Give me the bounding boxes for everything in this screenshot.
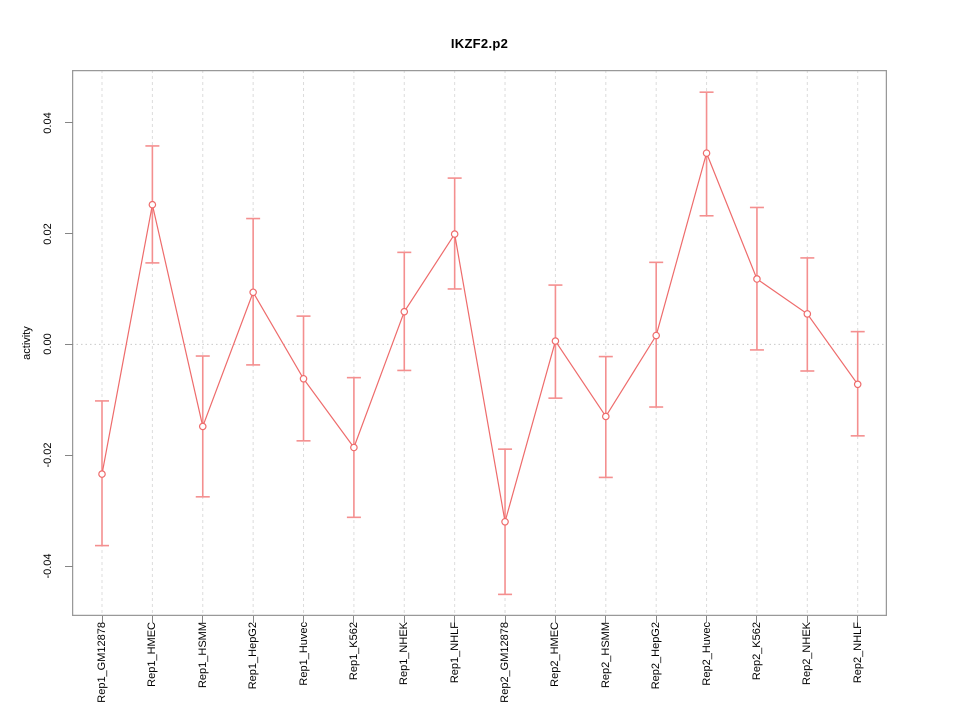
data-point-marker [803, 310, 812, 318]
x-axis-tick-label: Rep2_HMEC [549, 622, 562, 687]
x-axis-tick [403, 616, 405, 623]
x-axis-tick [706, 616, 708, 623]
data-point-marker [702, 149, 711, 157]
data-point-marker [249, 288, 257, 297]
data-point-marker [753, 275, 761, 283]
data-point-marker [299, 374, 308, 383]
x-axis-tick-label: Rep2_GM12878 [499, 622, 512, 703]
data-point-marker [198, 422, 207, 431]
x-axis-tick-label: Rep1_HepG2 [247, 622, 260, 690]
y-axis-tick-label: 0.02 [42, 222, 54, 245]
x-axis-tick-label: Rep1_K562 [347, 622, 360, 681]
x-axis-tick [252, 616, 254, 623]
y-axis-tick [65, 454, 73, 456]
x-axis-tick [454, 616, 456, 623]
x-axis-tick [857, 616, 859, 623]
data-point-marker [501, 517, 509, 526]
y-axis-tick-label: -0.04 [42, 553, 54, 579]
x-axis-tick [101, 616, 103, 623]
data-point-marker [551, 337, 560, 345]
y-axis-tick-label: 0.04 [42, 111, 54, 134]
x-axis-tick-label: Rep1_GM12878 [96, 622, 108, 703]
data-point-marker [601, 412, 610, 421]
x-axis-tick [655, 616, 657, 623]
x-axis-tick-label: Rep2_HSMM [599, 622, 612, 689]
x-axis-tick-label: Rep1_HMEC [146, 622, 159, 687]
y-axis-tick [65, 122, 73, 124]
x-axis-tick-label: Rep2_NHLF [851, 622, 864, 684]
x-axis-tick [554, 616, 556, 623]
data-point-marker [148, 200, 157, 209]
x-axis-tick-label: Rep1_NHLF [448, 622, 461, 684]
x-axis-tick [504, 616, 506, 623]
y-axis-tick-label: -0.02 [42, 442, 54, 468]
x-axis-tick-label: Rep1_Huvec [297, 622, 310, 686]
x-axis-tick [303, 616, 305, 623]
x-axis-tick [756, 616, 758, 623]
x-axis-tick-label: Rep2_NHEK [801, 622, 814, 685]
x-axis-tick [151, 616, 153, 623]
x-axis-tick-label: Rep1_HSMM [196, 622, 209, 689]
x-axis-tick-label: Rep2_HepG2 [650, 622, 663, 690]
data-point-marker [350, 443, 358, 452]
y-axis-tick [65, 343, 73, 345]
y-axis-tick [65, 233, 73, 235]
data-point-marker [400, 307, 409, 316]
x-axis-tick [806, 616, 808, 623]
y-axis-title: activity [21, 326, 33, 360]
series-line [101, 151, 859, 522]
data-point-marker [853, 380, 862, 389]
plot-box-frame [72, 70, 887, 616]
y-axis-tick-label: 0.00 [42, 333, 54, 356]
x-axis-tick [202, 616, 204, 623]
x-axis-tick [353, 616, 355, 623]
data-point-marker [652, 331, 660, 340]
x-axis-tick-label: Rep2_K562 [750, 622, 763, 681]
x-axis-tick-label: Rep2_Huvec [700, 622, 713, 686]
chart-title: IKZF2.p2 [450, 36, 509, 51]
x-axis-tick [605, 616, 607, 623]
x-axis-tick-label: Rep1_NHEK [398, 622, 411, 685]
plot-area [72, 70, 887, 616]
data-point-marker [98, 470, 106, 478]
data-point-marker [450, 230, 459, 238]
y-axis-tick [65, 565, 73, 567]
